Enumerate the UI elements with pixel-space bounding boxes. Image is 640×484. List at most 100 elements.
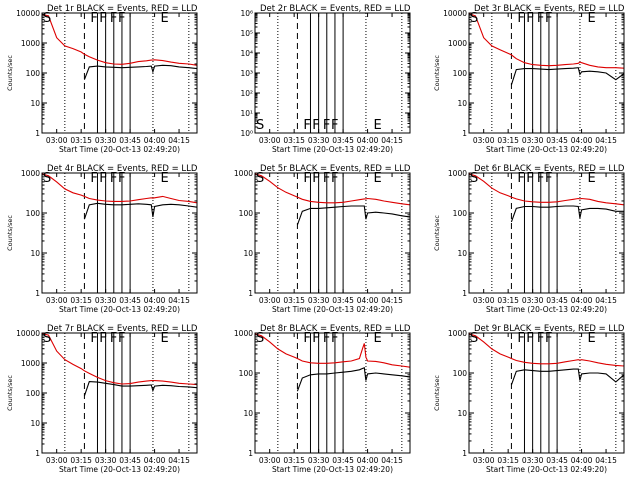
y-tick-label: 10 [30, 419, 40, 428]
y-tick-label: 10 [243, 249, 253, 258]
plot-frame [468, 172, 625, 294]
y-tick-label: 1 [248, 289, 253, 298]
y-tick-label: 1000 [234, 169, 253, 178]
y-tick-label: 1000 [21, 39, 40, 48]
event-marker-letter: F [99, 171, 106, 186]
x-tick-label: 03:30 [95, 136, 117, 145]
event-marker-letter: F [323, 118, 330, 133]
y-tick-label: 100 [26, 389, 41, 398]
chart-panel-det1r: Det 1r BLACK = Events, RED = LLD 03:00 03:… [6, 4, 198, 154]
event-marker-letter: F [303, 118, 310, 133]
y-tick-label: 10 [457, 99, 467, 108]
event-marker-letter: S [470, 11, 478, 26]
y-tick-label: 1000 [448, 329, 467, 338]
y-tick-label: 10000 [16, 9, 40, 18]
y-tick-label: 1 [462, 289, 467, 298]
x-tick-label: 04:15 [381, 296, 403, 305]
x-axis-label: Start Time (20-Oct-13 02:49:20) [59, 145, 180, 154]
event-marker-letter: F [99, 11, 106, 26]
y-tick-label: 100 [26, 69, 41, 78]
event-marker-letter: F [312, 118, 319, 133]
chart-title: Det 1r BLACK = Events, RED = LLD [47, 4, 198, 14]
x-tick-label: 03:45 [546, 136, 568, 145]
x-tick-label: 04:00 [571, 136, 593, 145]
chart-title: Det 4r BLACK = Events, RED = LLD [47, 164, 198, 174]
y-tick-label: 10¹ [240, 109, 253, 118]
y-tick-label: 100 [453, 369, 468, 378]
y-tick-label: 1 [462, 449, 467, 458]
chart-title: Det 8r BLACK = Events, RED = LLD [260, 324, 411, 334]
y-tick-label: 1000 [21, 169, 40, 178]
event-marker-letter: S [256, 331, 264, 346]
x-tick-label: 03:45 [332, 296, 354, 305]
x-tick-label: 03:00 [259, 136, 281, 145]
x-tick-label: 03:00 [473, 456, 495, 465]
x-tick-label: 03:15 [497, 136, 519, 145]
event-marker-letter: F [110, 331, 117, 346]
lld-series-line [41, 13, 198, 66]
lld-series-line [254, 173, 411, 206]
event-marker-letter: S [43, 331, 51, 346]
lld-series-line [41, 173, 198, 204]
x-tick-label: 04:00 [571, 296, 593, 305]
x-axis-label: Start Time (20-Oct-13 02:49:20) [486, 145, 607, 154]
y-tick-label: 100 [453, 209, 468, 218]
y-tick-label: 1000 [21, 359, 40, 368]
event-marker-letter: F [323, 331, 330, 346]
x-axis-label: Start Time (20-Oct-13 02:49:20) [272, 305, 393, 314]
y-tick-label: 10⁰ [240, 129, 253, 138]
x-tick-label: 03:15 [70, 296, 92, 305]
events-series-line [510, 205, 624, 223]
x-tick-label: 03:30 [308, 296, 330, 305]
y-tick-label: 10000 [16, 329, 40, 338]
y-tick-label: 1000 [234, 329, 253, 338]
y-tick-label: 10⁵ [240, 29, 253, 38]
x-tick-label: 03:15 [70, 456, 92, 465]
x-tick-label: 03:00 [46, 456, 68, 465]
y-tick-label: 1000 [448, 169, 467, 178]
chart-title: Det 7r BLACK = Events, RED = LLD [47, 324, 198, 334]
x-tick-label: 04:00 [144, 296, 166, 305]
y-tick-label: 10³ [240, 69, 253, 78]
event-marker-letter: E [373, 171, 381, 186]
x-tick-label: 03:15 [497, 456, 519, 465]
x-axis-label: Start Time (20-Oct-13 02:49:20) [486, 465, 607, 474]
plot-frame [468, 332, 625, 454]
event-marker-letter: S [43, 11, 51, 26]
x-tick-label: 03:30 [522, 456, 544, 465]
y-tick-label: 1000 [448, 39, 467, 48]
x-tick-label: 04:15 [595, 136, 617, 145]
events-series-line [510, 368, 625, 386]
lld-series-line [254, 333, 411, 368]
y-tick-label: 10 [243, 409, 253, 418]
x-tick-label: 04:15 [381, 456, 403, 465]
y-tick-label: 10² [240, 89, 253, 98]
x-tick-label: 03:15 [283, 456, 305, 465]
lld-series-line [468, 333, 625, 367]
lld-series-line [41, 333, 198, 386]
event-marker-letter: F [545, 11, 552, 26]
event-marker-letter: F [331, 171, 338, 186]
x-axis-label: Start Time (20-Oct-13 02:49:20) [272, 145, 393, 154]
x-tick-label: 04:15 [595, 296, 617, 305]
x-tick-label: 03:00 [46, 136, 68, 145]
event-marker-letter: E [587, 171, 595, 186]
plot-frame [41, 172, 198, 294]
events-series-line [83, 381, 198, 397]
x-tick-label: 04:15 [168, 296, 190, 305]
y-tick-label: 100 [453, 69, 468, 78]
y-tick-label: 100 [239, 209, 254, 218]
x-tick-label: 03:30 [95, 456, 117, 465]
event-marker-letter: F [517, 331, 524, 346]
event-marker-letter: E [160, 171, 168, 186]
event-marker-letter: F [118, 331, 125, 346]
chart-title: Det 6r BLACK = Events, RED = LLD [474, 164, 625, 174]
